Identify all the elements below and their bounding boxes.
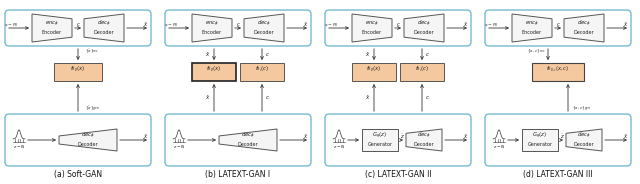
Polygon shape <box>352 14 392 42</box>
Text: Generator: Generator <box>367 141 392 146</box>
Text: $c$: $c$ <box>236 22 241 29</box>
Text: Encoder: Encoder <box>362 29 382 35</box>
Text: $\hat{x}$: $\hat{x}$ <box>143 133 148 141</box>
Text: Generator: Generator <box>527 141 552 146</box>
Polygon shape <box>566 129 602 151</box>
Text: Decoder: Decoder <box>93 29 115 35</box>
FancyBboxPatch shape <box>240 63 284 81</box>
Polygon shape <box>59 129 117 151</box>
FancyBboxPatch shape <box>54 63 102 81</box>
Text: (b) LATEXT-GAN I: (b) LATEXT-GAN I <box>205 171 271 180</box>
Text: $c$: $c$ <box>264 94 269 101</box>
Text: (d) LATEXT-GAN III: (d) LATEXT-GAN III <box>523 171 593 180</box>
Text: $dec_{\phi}$: $dec_{\phi}$ <box>97 19 111 29</box>
Text: $\hat{x}$: $\hat{x}$ <box>365 93 371 102</box>
Text: Encoder: Encoder <box>202 29 222 35</box>
FancyBboxPatch shape <box>362 129 398 151</box>
Text: $G_{\psi}(z)$: $G_{\psi}(z)$ <box>532 131 548 141</box>
Text: $z{\sim}N$: $z{\sim}N$ <box>493 144 506 151</box>
Text: $\{\hat{x}\}_{rec}$: $\{\hat{x}\}_{rec}$ <box>85 47 99 55</box>
Text: $\{x,c\}_{gen}$: $\{x,c\}_{gen}$ <box>572 105 591 114</box>
Text: $f_{\theta_D}(x)$: $f_{\theta_D}(x)$ <box>367 64 381 74</box>
Text: $dec_{\phi}$: $dec_{\phi}$ <box>241 131 255 141</box>
Text: Encoder: Encoder <box>42 29 62 35</box>
Text: Decoder: Decoder <box>573 29 595 35</box>
Text: Decoder: Decoder <box>413 29 435 35</box>
Text: $dec_{\phi}$: $dec_{\phi}$ <box>417 131 431 141</box>
Polygon shape <box>84 14 124 42</box>
FancyBboxPatch shape <box>532 63 584 81</box>
Text: $c$: $c$ <box>396 22 401 29</box>
FancyBboxPatch shape <box>192 63 236 81</box>
Text: $c$: $c$ <box>76 22 81 29</box>
Text: $c$: $c$ <box>424 51 429 58</box>
Text: $x{\sim}P_0$: $x{\sim}P_0$ <box>164 21 179 29</box>
Text: $z{\sim}N$: $z{\sim}N$ <box>173 144 186 151</box>
Text: $dec_{\phi}$: $dec_{\phi}$ <box>417 19 431 29</box>
FancyBboxPatch shape <box>522 129 558 151</box>
Text: Decoder: Decoder <box>237 141 259 146</box>
Text: $\hat{x}$: $\hat{x}$ <box>365 50 371 59</box>
Text: $f_{\theta_{D,c}}(x,c)$: $f_{\theta_{D,c}}(x,c)$ <box>547 64 570 74</box>
Text: $x{\sim}P_0$: $x{\sim}P_0$ <box>324 21 339 29</box>
Text: $dec_{\phi}$: $dec_{\phi}$ <box>577 19 591 29</box>
Text: $\tilde{z}$: $\tilde{z}$ <box>559 133 564 141</box>
Text: $dec_{\phi}$: $dec_{\phi}$ <box>81 131 95 141</box>
Text: $\hat{x}$: $\hat{x}$ <box>623 133 628 141</box>
Text: $x{\sim}P_0$: $x{\sim}P_0$ <box>484 21 499 29</box>
Text: $dec_{\phi}$: $dec_{\phi}$ <box>257 19 271 29</box>
Text: $z{\sim}N$: $z{\sim}N$ <box>333 144 346 151</box>
Text: $\hat{x}$: $\hat{x}$ <box>463 133 468 141</box>
Text: $x{\sim}P_0$: $x{\sim}P_0$ <box>4 21 19 29</box>
Text: $enc_{\phi}$: $enc_{\phi}$ <box>45 19 59 29</box>
Text: $\hat{x}$: $\hat{x}$ <box>303 133 308 141</box>
Text: $enc_{\phi}$: $enc_{\phi}$ <box>525 19 539 29</box>
Text: $f_{\theta_D}(x)$: $f_{\theta_D}(x)$ <box>70 64 86 74</box>
Polygon shape <box>192 14 232 42</box>
Text: $enc_{\phi}$: $enc_{\phi}$ <box>205 19 219 29</box>
Text: $\hat{x}$: $\hat{x}$ <box>205 50 211 59</box>
Text: Decoder: Decoder <box>413 141 435 146</box>
Text: $z{\sim}N$: $z{\sim}N$ <box>13 144 26 151</box>
Text: $\hat{x}$: $\hat{x}$ <box>623 21 628 29</box>
Text: $\hat{x}$: $\hat{x}$ <box>143 21 148 29</box>
Text: $c$: $c$ <box>424 94 429 101</box>
Text: $f_{\theta_c}(c)$: $f_{\theta_c}(c)$ <box>255 64 269 74</box>
Text: $\hat{x}$: $\hat{x}$ <box>463 21 468 29</box>
Text: $\{x,c\}_{rec}$: $\{x,c\}_{rec}$ <box>527 47 545 55</box>
Text: Decoder: Decoder <box>253 29 275 35</box>
Text: Encoder: Encoder <box>522 29 542 35</box>
Polygon shape <box>404 14 444 42</box>
Text: $dec_{\phi}$: $dec_{\phi}$ <box>577 131 591 141</box>
Text: $f_{\theta_c}(c)$: $f_{\theta_c}(c)$ <box>415 64 429 74</box>
Text: $\hat{x}$: $\hat{x}$ <box>205 93 211 102</box>
Polygon shape <box>219 129 277 151</box>
Polygon shape <box>244 14 284 42</box>
Text: $\{\hat{x}\}_{gen}$: $\{\hat{x}\}_{gen}$ <box>84 105 99 114</box>
FancyBboxPatch shape <box>400 63 444 81</box>
Text: $G_{\psi}(z)$: $G_{\psi}(z)$ <box>372 131 388 141</box>
Text: $c$: $c$ <box>556 22 561 29</box>
Text: $enc_{\phi}$: $enc_{\phi}$ <box>365 19 379 29</box>
Text: (a) Soft-GAN: (a) Soft-GAN <box>54 171 102 180</box>
Text: Decoder: Decoder <box>77 141 99 146</box>
Text: $\hat{x}$: $\hat{x}$ <box>303 21 308 29</box>
Polygon shape <box>564 14 604 42</box>
Polygon shape <box>406 129 442 151</box>
Text: $f_{\theta_D}(x)$: $f_{\theta_D}(x)$ <box>207 64 221 74</box>
Text: $\tilde{z}$: $\tilde{z}$ <box>399 133 404 141</box>
Text: (c) LATEXT-GAN II: (c) LATEXT-GAN II <box>365 171 431 180</box>
FancyBboxPatch shape <box>352 63 396 81</box>
Text: Decoder: Decoder <box>573 141 595 146</box>
Text: $c$: $c$ <box>264 51 269 58</box>
Polygon shape <box>512 14 552 42</box>
Polygon shape <box>32 14 72 42</box>
